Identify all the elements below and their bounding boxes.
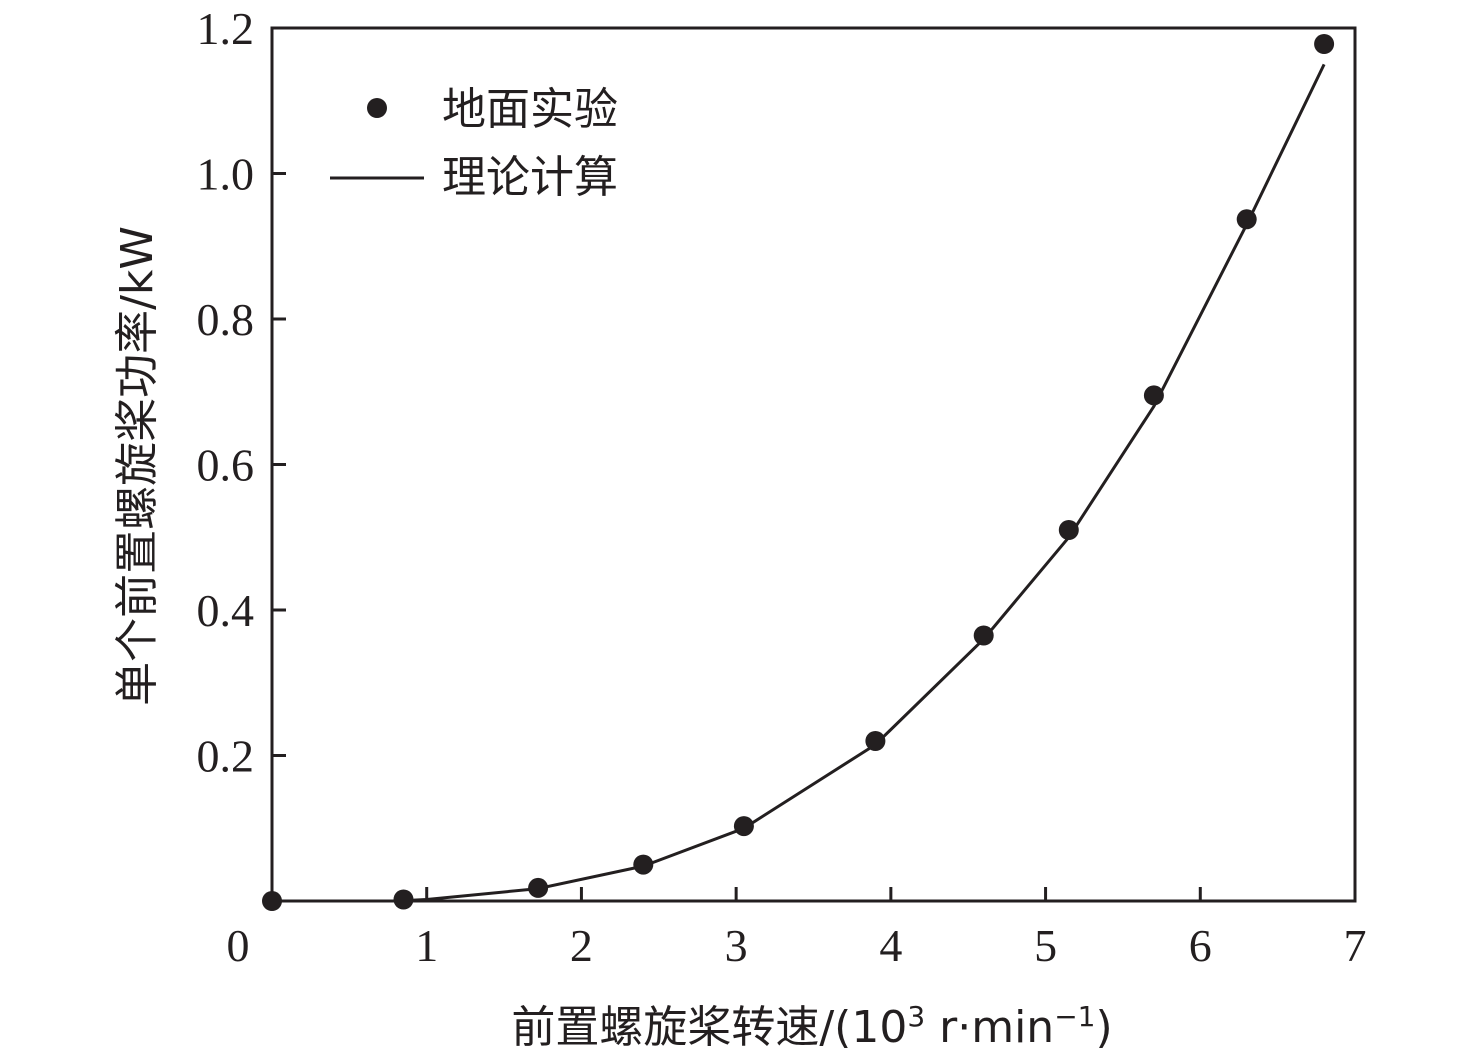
x-tick-label: 3 xyxy=(725,920,748,971)
x-axis-title: 前置螺旋桨转速/(103 r·min−1) xyxy=(511,1000,1112,1053)
legend: 地面实验 理论计算 xyxy=(330,84,618,203)
experiment-point xyxy=(733,816,754,837)
x-axis-ticks: 0 1 2 3 4 5 6 7 xyxy=(227,887,1367,971)
plot-frame xyxy=(270,26,1357,903)
y-axis-title: 单个前置螺旋桨功率/kW xyxy=(112,226,163,706)
x-tick-label: 7 xyxy=(1344,920,1367,971)
y-tick-label: 0.2 xyxy=(197,731,255,782)
x-tick-label: 5 xyxy=(1034,920,1057,971)
y-tick-label: 0.4 xyxy=(197,585,255,636)
x-tick-label: 2 xyxy=(570,920,593,971)
x-tick-label: 1 xyxy=(415,920,438,971)
y-tick-label: 1.0 xyxy=(197,149,255,200)
experiment-point xyxy=(633,854,654,875)
experiment-point xyxy=(1143,385,1164,406)
x-axis-title-exp1: 3 xyxy=(907,1000,925,1033)
y-tick-label: 1.2 xyxy=(197,3,255,54)
experiment-point xyxy=(973,625,994,646)
experiment-point xyxy=(528,877,549,898)
experiment-point xyxy=(865,731,886,751)
experiment-point xyxy=(1058,520,1079,540)
legend-marker-experiment xyxy=(367,98,387,118)
x-tick-label: 0 xyxy=(227,920,250,971)
y-axis-ticks: 0.2 0.4 0.6 0.8 1.0 1.2 xyxy=(197,3,286,782)
x-axis-title-mid: r·min xyxy=(925,1002,1054,1053)
y-tick-label: 0.6 xyxy=(197,440,255,491)
x-axis-title-main: 前置螺旋桨转速/(10 xyxy=(511,1002,907,1053)
legend-label-experiment: 地面实验 xyxy=(442,84,618,135)
experiment-point xyxy=(1314,34,1335,54)
experiment-point xyxy=(1236,209,1257,230)
x-axis-title-end: ) xyxy=(1095,1002,1112,1053)
x-tick-label: 4 xyxy=(879,920,902,971)
y-tick-label: 0.8 xyxy=(197,294,255,345)
legend-label-theory: 理论计算 xyxy=(442,152,618,203)
x-axis-title-exp2: −1 xyxy=(1054,1000,1095,1033)
experiment-point-series xyxy=(262,34,1335,911)
x-tick-label: 6 xyxy=(1189,920,1212,971)
